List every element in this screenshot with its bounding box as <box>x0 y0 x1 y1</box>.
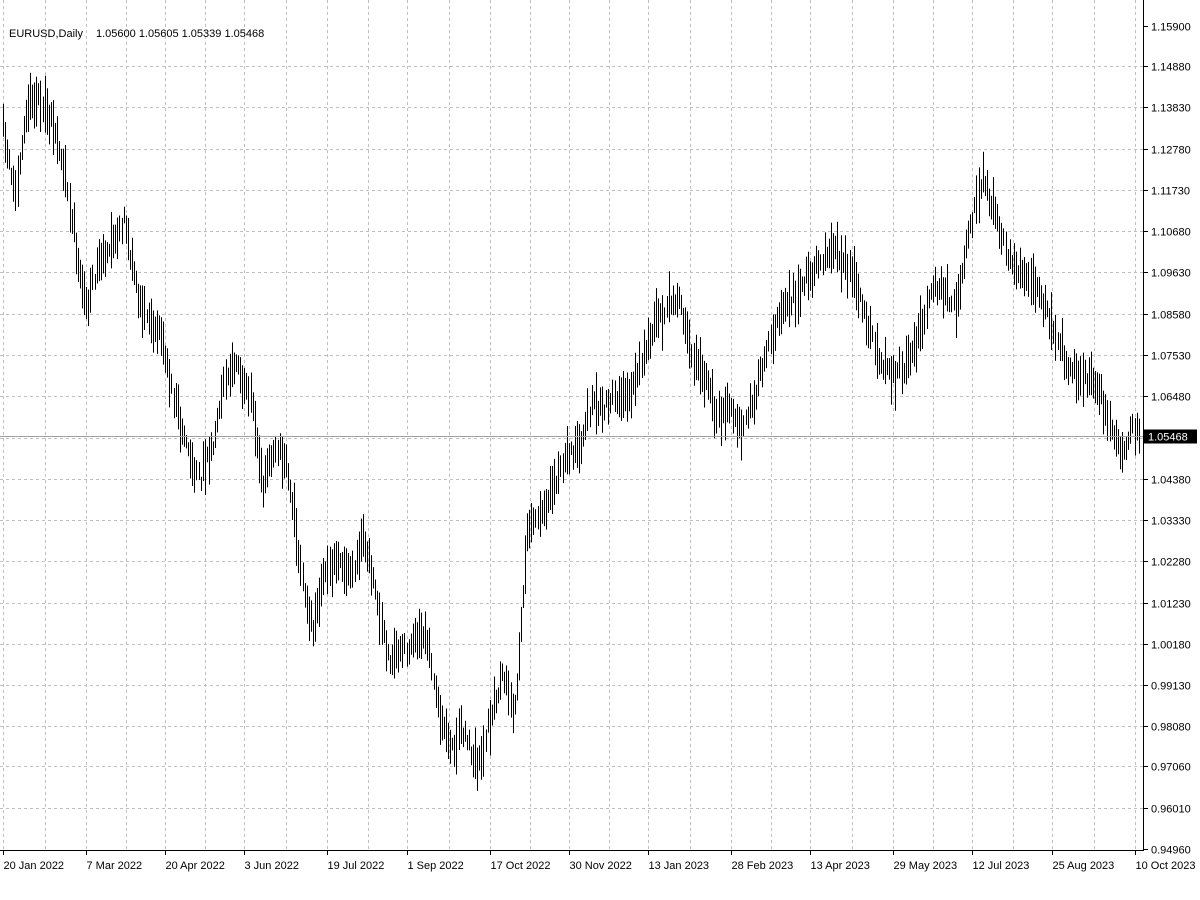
price-scale[interactable]: 1.15900 1.14880 1.13830 1.12780 1.11730 1.106… <box>1143 22 1191 857</box>
y-tick-label: 1.12780 <box>1151 145 1191 157</box>
x-tick-label: 12 Jul 2023 <box>973 860 1030 872</box>
y-tick-label: 0.97060 <box>1151 762 1191 774</box>
ohlc-readout: 1.05600 1.05605 1.05339 1.05468 <box>96 28 264 40</box>
x-tick-label: 10 Oct 2023 <box>1136 860 1196 872</box>
y-tick-label: 1.07530 <box>1151 351 1191 363</box>
time-scale[interactable]: 20 Jan 2022 7 Mar 2022 20 Apr 2022 3 Jun 20… <box>3 850 1196 872</box>
x-tick-label: 17 Oct 2022 <box>491 860 551 872</box>
x-tick-label: 1 Sep 2022 <box>408 860 464 872</box>
price-tag-background <box>1144 429 1197 444</box>
axes <box>0 0 1144 851</box>
y-tick-label: 0.94960 <box>1151 845 1191 857</box>
x-tick-label: 20 Jan 2022 <box>4 860 65 872</box>
ohlc-bars <box>3 72 1140 791</box>
y-tick-label: 1.03330 <box>1151 516 1191 528</box>
y-tick-label: 1.09630 <box>1151 268 1191 280</box>
y-tick-label: 1.02280 <box>1151 557 1191 569</box>
y-tick-label: 1.13830 <box>1151 103 1191 115</box>
current-price-label: 1.05468 <box>1148 432 1188 444</box>
y-tick-label: 1.08580 <box>1151 310 1191 322</box>
y-tick-label: 1.00180 <box>1151 640 1191 652</box>
x-tick-label: 25 Aug 2023 <box>1053 860 1115 872</box>
x-tick-label: 13 Jan 2023 <box>649 860 710 872</box>
y-tick-label: 1.06480 <box>1151 392 1191 404</box>
x-tick-label: 29 May 2023 <box>894 860 958 872</box>
y-tick-label: 1.10680 <box>1151 227 1191 239</box>
x-tick-label: 13 Apr 2023 <box>811 860 870 872</box>
x-tick-label: 7 Mar 2022 <box>87 860 143 872</box>
y-tick-label: 0.99130 <box>1151 681 1191 693</box>
y-tick-label: 1.14880 <box>1151 62 1191 74</box>
x-tick-label: 3 Jun 2022 <box>245 860 299 872</box>
current-price-tag: 1.05468 <box>1144 429 1197 444</box>
x-tick-label: 19 Jul 2022 <box>328 860 385 872</box>
y-tick-label: 0.96010 <box>1151 804 1191 816</box>
y-tick-label: 1.04380 <box>1151 475 1191 487</box>
y-tick-label: 0.98080 <box>1151 722 1191 734</box>
y-tick-label: 1.01230 <box>1151 599 1191 611</box>
x-tick-label: 30 Nov 2022 <box>570 860 632 872</box>
y-tick-label: 1.15900 <box>1151 22 1191 34</box>
symbol-info: EURUSD,Daily <box>9 28 83 40</box>
x-tick-label: 20 Apr 2022 <box>166 860 225 872</box>
y-tick-label: 1.11730 <box>1151 186 1190 198</box>
x-tick-label: 28 Feb 2023 <box>732 860 794 872</box>
